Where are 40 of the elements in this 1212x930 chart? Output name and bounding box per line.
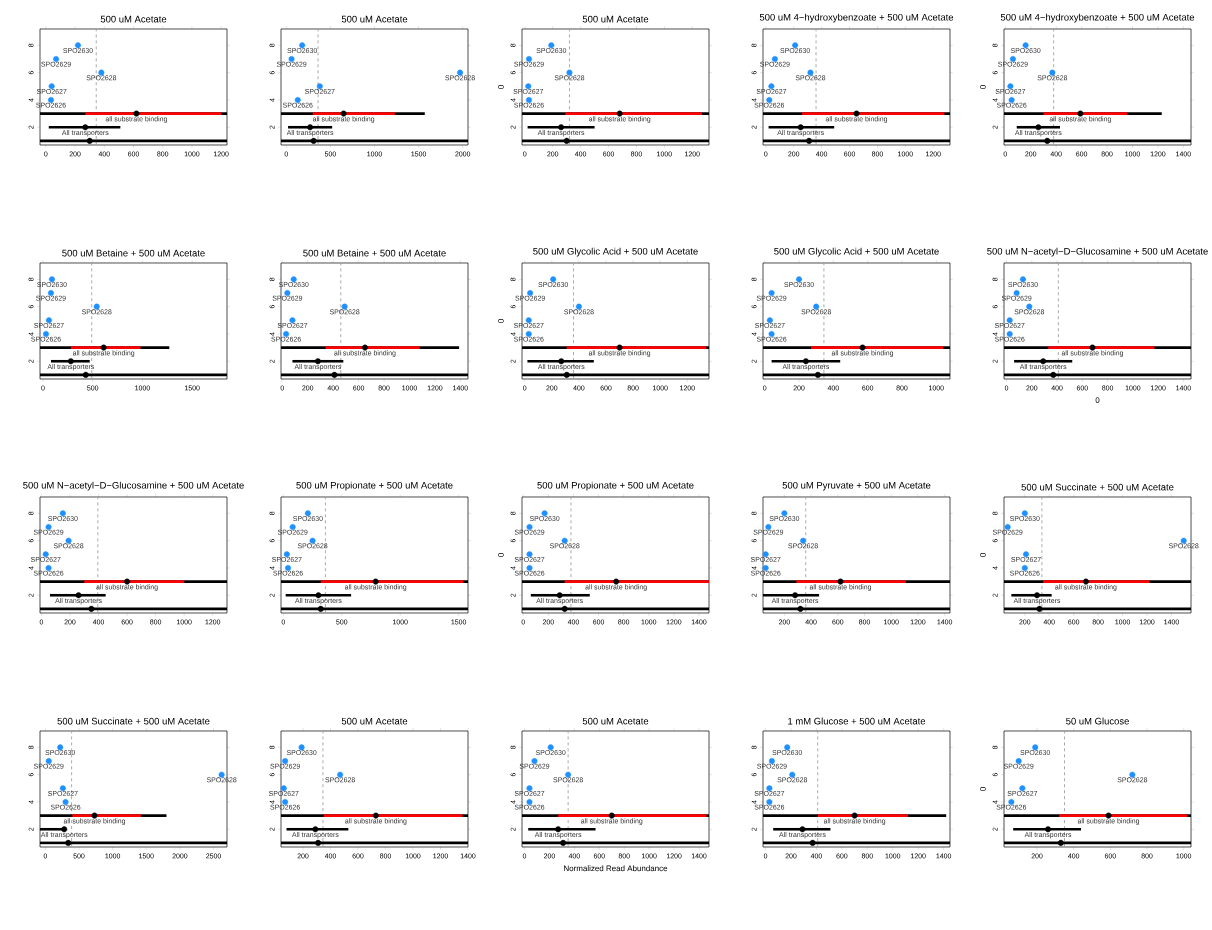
- chart-title: 500 uM 4−hydroxybenzoate + 500 uM Acetate: [1000, 13, 1195, 23]
- point: [563, 371, 570, 378]
- chart-title: 500 uM Propionate + 500 uM Acetate: [537, 481, 694, 491]
- point: [1050, 371, 1057, 378]
- chart-title: 500 uM 4−hydroxybenzoate + 500 uM Acetate: [759, 13, 954, 23]
- chart-title: 500 uM Acetate: [582, 15, 649, 23]
- chart-title: 500 uM Acetate: [582, 717, 649, 725]
- chart-title: 500 uM Acetate: [341, 15, 408, 23]
- point: [563, 137, 570, 144]
- chart-title: 500 uM Pyruvate + 500 uM Acetate: [782, 481, 931, 491]
- point: [561, 605, 568, 612]
- point: [310, 137, 317, 144]
- point: [1036, 605, 1043, 612]
- point: [809, 839, 816, 846]
- chart-title: 500 uM Acetate: [341, 717, 408, 725]
- point: [560, 839, 567, 846]
- point: [1057, 839, 1064, 846]
- point: [797, 605, 804, 612]
- point: [814, 371, 821, 378]
- chart-title: 500 uM Propionate + 500 uM Acetate: [296, 481, 453, 491]
- chart-title: 500 uM N−acetyl−D−Glucosamine + 500 uM Acetate: [23, 481, 244, 491]
- point: [315, 839, 322, 846]
- chart-title: 500 uM Betaine + 500 uM Acetate: [62, 249, 205, 257]
- point: [86, 137, 93, 144]
- point: [88, 605, 95, 612]
- chart-title: 1 mM Glucose + 500 uM Acetate: [788, 717, 926, 725]
- point: [317, 605, 324, 612]
- chart-title: 500 uM Succinate + 500 uM Acetate: [57, 717, 210, 725]
- chart-title: 500 uM Glycolic Acid + 500 uM Acetate: [774, 247, 939, 257]
- point: [806, 137, 813, 144]
- point: [82, 371, 89, 378]
- point: [331, 371, 338, 378]
- point: [1044, 137, 1051, 144]
- chart-title: 500 uM N−acetyl−D−Glucosamine + 500 uM Acetate: [987, 247, 1208, 257]
- chart-title: 500 uM Betaine + 500 uM Acetate: [303, 249, 446, 257]
- point: [65, 839, 72, 846]
- chart-title: 500 uM Glycolic Acid + 500 uM Acetate: [533, 247, 698, 257]
- chart-title: 50 uM Glucose: [1066, 717, 1129, 725]
- chart-title: 500 uM Acetate: [100, 15, 167, 23]
- chart-title: 500 uM Succinate + 500 uM Acetate: [1021, 483, 1174, 491]
